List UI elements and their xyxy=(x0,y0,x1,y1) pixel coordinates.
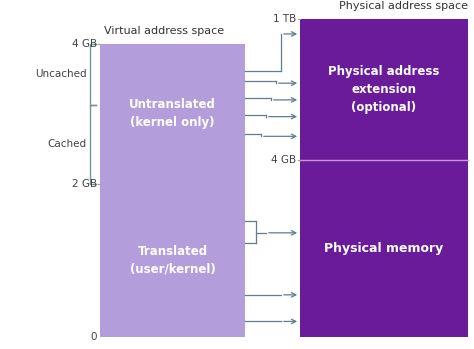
Bar xyxy=(300,19,468,160)
Text: 1 TB: 1 TB xyxy=(273,14,296,24)
Text: Uncached: Uncached xyxy=(36,69,87,79)
Text: Physical memory: Physical memory xyxy=(324,242,444,255)
Text: Virtual address space: Virtual address space xyxy=(104,26,224,36)
Text: Untranslated
(kernel only): Untranslated (kernel only) xyxy=(129,98,216,129)
Text: 4 GB: 4 GB xyxy=(271,155,296,165)
Text: 4 GB: 4 GB xyxy=(72,39,97,49)
Bar xyxy=(100,44,245,184)
Text: 2 GB: 2 GB xyxy=(72,179,97,188)
Text: Physical address space: Physical address space xyxy=(339,1,468,11)
Text: Translated
(user/kernel): Translated (user/kernel) xyxy=(129,245,215,276)
Text: Cached: Cached xyxy=(48,139,87,149)
Text: Physical address
extension
(optional): Physical address extension (optional) xyxy=(328,65,440,114)
Bar xyxy=(300,160,468,337)
Bar xyxy=(100,184,245,337)
Text: 0: 0 xyxy=(91,332,97,342)
